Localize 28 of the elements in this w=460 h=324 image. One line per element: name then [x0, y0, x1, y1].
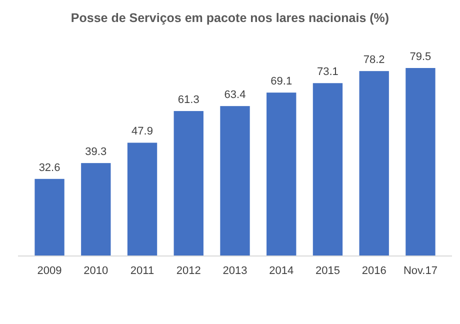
x-tick-label: 2014 [269, 265, 294, 277]
bar [359, 71, 389, 256]
data-label: 78.2 [363, 54, 385, 66]
x-tick-label: 2009 [37, 265, 62, 277]
x-tick-label: 2012 [176, 265, 201, 277]
bar [81, 163, 111, 256]
data-label: 32.6 [38, 162, 60, 174]
x-tick-label: 2016 [362, 265, 386, 277]
x-tick-label: Nov.17 [403, 265, 438, 277]
data-label: 61.3 [178, 94, 200, 106]
bar [220, 106, 250, 256]
bar [312, 83, 343, 256]
x-tick-label: 2011 [130, 265, 154, 277]
x-tick-label: 2013 [222, 265, 248, 277]
bar [127, 142, 158, 256]
x-tick-label: 2015 [315, 265, 340, 277]
data-label: 39.3 [85, 146, 107, 158]
data-label: 69.1 [270, 76, 292, 88]
bar [406, 68, 436, 256]
data-label: 47.9 [132, 126, 153, 138]
data-label: 73.1 [317, 66, 338, 78]
x-tick-label: 2010 [84, 265, 108, 277]
data-label: 79.5 [410, 51, 432, 63]
bar [34, 178, 64, 256]
bar [174, 111, 204, 256]
chart-title: Posse de Serviços em pacote nos lares nacionais (%) [70, 11, 390, 25]
data-label: 63.4 [224, 89, 246, 102]
bar [266, 92, 296, 256]
